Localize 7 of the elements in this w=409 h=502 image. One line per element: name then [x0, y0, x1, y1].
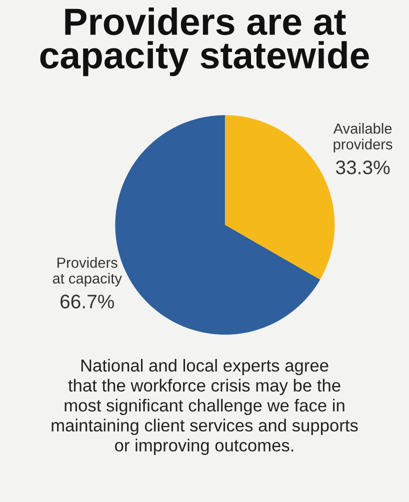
data-label: 66.7%: [60, 294, 114, 308]
text: National and local experts agree that the workforce crisis may be the most significant challenge we face in maintaining client services and supports or improving outcomes.: [52, 358, 358, 455]
data-label: 33.3%: [336, 160, 390, 174]
chart-title: Providers are at capacity statewide: [40, 8, 369, 76]
slice-label: Providers at capacity: [52, 257, 122, 286]
pie-slice: [224, 115, 335, 280]
slice-label: Available providers: [333, 123, 392, 152]
